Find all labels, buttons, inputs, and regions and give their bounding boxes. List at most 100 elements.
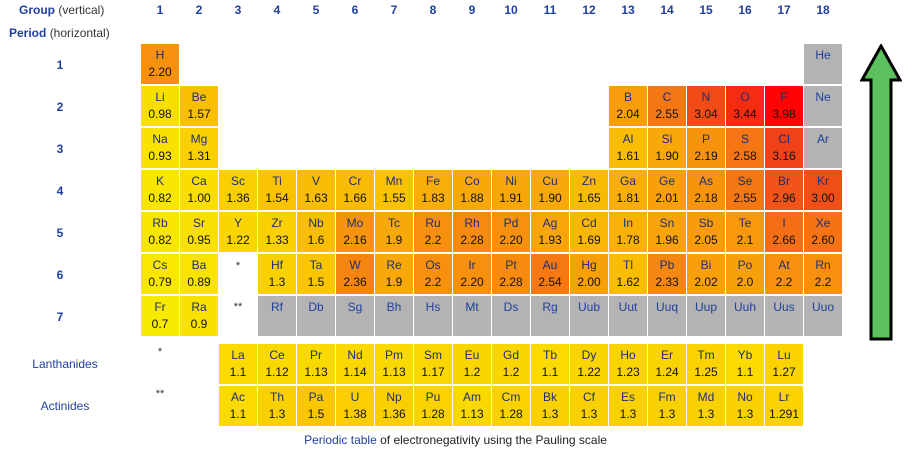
element-symbol: V <box>311 174 320 188</box>
element-cell: Uuh <box>726 296 764 336</box>
electronegativity-value: 1.00 <box>187 191 211 205</box>
element-cell: Bk 1.3 <box>531 386 569 426</box>
electronegativity-value: 1.17 <box>421 365 445 379</box>
element-cell: Hf 1.3 <box>258 254 296 294</box>
element-cell: Hs <box>414 296 452 336</box>
element-cell: Cu 1.90 <box>531 170 569 210</box>
element-symbol: Rg <box>542 300 558 314</box>
element-symbol: Ge <box>658 174 675 188</box>
element-cell: Pm 1.13 <box>375 344 413 384</box>
group-number: 10 <box>504 3 518 17</box>
electronegativity-value: 3.44 <box>733 107 757 121</box>
element-symbol: Br <box>778 174 790 188</box>
element-symbol: Ti <box>272 174 282 188</box>
element-cell: Ac 1.1 <box>219 386 257 426</box>
element-cell: Ar <box>804 128 842 168</box>
element-symbol: Nb <box>308 216 324 230</box>
electronegativity-value: 2.18 <box>694 191 718 205</box>
element-symbol: Po <box>737 258 753 272</box>
electronegativity-value: 0.89 <box>187 275 211 289</box>
electronegativity-value: 2.2 <box>424 275 442 289</box>
element-cell: Mn 1.55 <box>375 170 413 210</box>
element-cell: Mt <box>453 296 491 336</box>
element-symbol: Ca <box>191 174 207 188</box>
group-number: 18 <box>816 3 830 17</box>
element-cell: Br 2.96 <box>765 170 803 210</box>
element-cell: P 2.19 <box>687 128 725 168</box>
element-symbol: La <box>231 348 245 362</box>
element-symbol: Ds <box>503 300 519 314</box>
electronegativity-value: 1.14 <box>343 365 367 379</box>
electronegativity-value: 1.38 <box>343 407 367 421</box>
element-cell: At 2.2 <box>765 254 803 294</box>
electronegativity-value: 0.95 <box>187 233 211 247</box>
element-cell: Fe 1.83 <box>414 170 452 210</box>
element-symbol: Uuo <box>811 300 834 314</box>
actinide-marker: ** <box>155 388 165 400</box>
element-symbol: Li <box>155 90 165 104</box>
electronegativity-value: 1.28 <box>421 407 445 421</box>
element-cell: Zr 1.33 <box>258 212 296 252</box>
electronegativity-value: 2.96 <box>772 191 796 205</box>
element-symbol: Tb <box>542 348 557 362</box>
electronegativity-value: 2.20 <box>460 275 484 289</box>
element-symbol: Mt <box>465 300 479 314</box>
element-cell: Rn 2.2 <box>804 254 842 294</box>
caption-link[interactable]: Periodic table <box>304 433 377 447</box>
element-symbol: Uut <box>618 300 638 314</box>
element-symbol: Am <box>463 390 481 404</box>
element-symbol: Bi <box>700 258 712 272</box>
element-cell: Pu 1.28 <box>414 386 452 426</box>
electronegativity-value: 1.91 <box>499 191 523 205</box>
electronegativity-value: 1.33 <box>265 233 289 247</box>
element-symbol: Na <box>152 132 168 146</box>
element-cell: Ru 2.2 <box>414 212 452 252</box>
element-cell: Cl 3.16 <box>765 128 803 168</box>
element-cell: Nb 1.6 <box>297 212 335 252</box>
electronegativity-value: 1.90 <box>655 149 679 163</box>
caption-text: of electronegativity using the Pauling s… <box>376 433 607 447</box>
element-cell: Mo 2.16 <box>336 212 374 252</box>
element-cell: Si 1.90 <box>648 128 686 168</box>
element-symbol: Pt <box>505 258 517 272</box>
element-symbol: Pd <box>503 216 519 230</box>
element-cell: H 2.20 <box>141 44 179 84</box>
element-cell: Am 1.13 <box>453 386 491 426</box>
electronegativity-value: 1.81 <box>616 191 640 205</box>
element-cell: No 1.3 <box>726 386 764 426</box>
element-cell: Nd 1.14 <box>336 344 374 384</box>
element-cell: Na 0.93 <box>141 128 179 168</box>
electronegativity-value: 2.60 <box>811 233 835 247</box>
element-symbol: Tm <box>697 348 715 362</box>
element-cell: Tb 1.1 <box>531 344 569 384</box>
group-number: 7 <box>390 3 398 17</box>
element-cell: Kr 3.00 <box>804 170 842 210</box>
element-cell: Ba 0.89 <box>180 254 218 294</box>
electronegativity-value: 1.3 <box>268 275 286 289</box>
electronegativity-value: 1.36 <box>226 191 250 205</box>
element-symbol: Mg <box>190 132 208 146</box>
group-number: 16 <box>738 3 752 17</box>
element-symbol: P <box>701 132 710 146</box>
electronegativity-value: 2.2 <box>424 233 442 247</box>
element-symbol: As <box>698 174 713 188</box>
element-symbol: Rn <box>815 258 831 272</box>
electronegativity-value: 1.5 <box>307 275 325 289</box>
element-cell: Rg <box>531 296 569 336</box>
element-symbol: Au <box>542 258 558 272</box>
electronegativity-value: 2.54 <box>538 275 562 289</box>
period-number: 6 <box>56 268 64 282</box>
element-symbol: U <box>350 390 360 404</box>
electronegativity-value: 1.3 <box>697 407 715 421</box>
element-cell: Cm 1.28 <box>492 386 530 426</box>
electronegativity-value: 2.28 <box>460 233 484 247</box>
element-cell: He <box>804 44 842 84</box>
electronegativity-value: 1.78 <box>616 233 640 247</box>
electronegativity-value: 2.2 <box>814 275 832 289</box>
electronegativity-value: 1.2 <box>502 365 520 379</box>
element-cell: K 0.82 <box>141 170 179 210</box>
group-header: Group (vertical) <box>19 3 105 17</box>
element-cell: Yb 1.1 <box>726 344 764 384</box>
electronegativity-value: 1.3 <box>268 407 286 421</box>
group-number: 11 <box>543 3 557 17</box>
